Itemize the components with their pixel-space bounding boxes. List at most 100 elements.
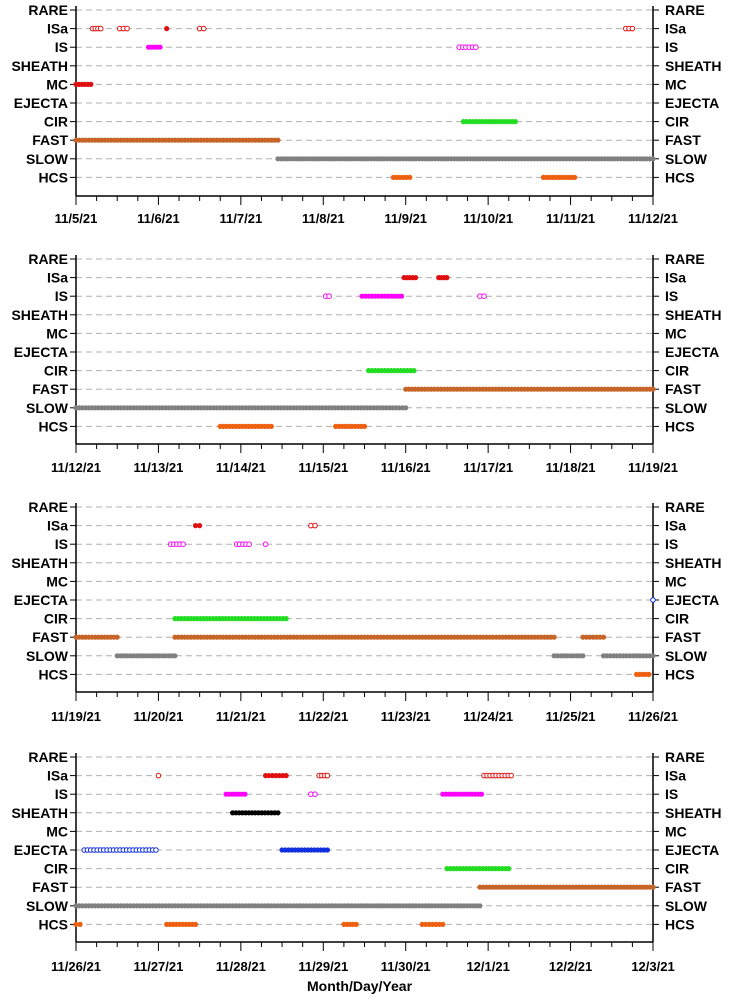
marker-fast — [551, 634, 557, 640]
x-tick-label: 11/20/21 — [133, 709, 183, 724]
marker-is — [398, 293, 405, 299]
x-tick-label: 11/27/21 — [133, 959, 183, 974]
x-tick-label: 11/29/21 — [298, 959, 348, 974]
marker-hcs — [353, 921, 359, 928]
y-label-right-is: IS — [665, 786, 678, 802]
x-tick-label: 12/3/21 — [631, 959, 674, 974]
marker-slow — [580, 653, 586, 659]
y-label-right-ejecta: EJECTA — [665, 842, 719, 858]
marker-slow — [403, 405, 409, 411]
y-label-right-fast: FAST — [665, 629, 701, 645]
y-label-left-fast: FAST — [32, 879, 68, 895]
y-label-right-cir: CIR — [665, 611, 689, 627]
y-label-right-isa: ISa — [665, 270, 686, 286]
y-label-right-sheath: SHEATH — [665, 805, 722, 821]
marker-cir — [512, 118, 518, 125]
y-label-left-cir: CIR — [44, 363, 68, 379]
x-tick-label: 11/24/21 — [463, 709, 513, 724]
x-tick-label: 11/28/21 — [216, 959, 266, 974]
y-label-right-rare: RARE — [665, 749, 705, 765]
marker-isa — [324, 772, 331, 779]
panel-1: RARE RARE ISa ISa IS IS SHEATH SHEATH MC MC EJECTA… — [11, 2, 721, 226]
y-label-left-is: IS — [55, 39, 68, 55]
marker-isa — [444, 275, 450, 281]
marker-mc — [88, 81, 94, 87]
y-label-left-cir: CIR — [44, 861, 68, 877]
y-label-right-hcs: HCS — [665, 418, 695, 434]
marker-isa — [629, 25, 636, 32]
x-tick-label: 12/1/21 — [466, 959, 509, 974]
y-label-left-mc: MC — [46, 823, 68, 839]
x-axis-title: Month/Day/Year — [307, 978, 413, 994]
marker-sheath — [275, 810, 281, 816]
y-label-right-slow: SLOW — [665, 898, 708, 914]
marker-isa — [164, 26, 170, 32]
y-label-left-hcs: HCS — [38, 916, 68, 932]
marker-fast — [650, 386, 656, 392]
y-label-left-sheath: SHEATH — [11, 307, 68, 323]
y-label-left-mc: MC — [46, 325, 68, 341]
marker-isa — [200, 25, 207, 32]
marker-hcs — [407, 174, 413, 180]
panel-4: RARE RARE ISa ISa IS IS SHEATH SHEATH MC MC EJECTA… — [11, 749, 721, 974]
marker-isa — [413, 275, 419, 281]
y-label-right-rare: RARE — [665, 499, 705, 515]
marker-is — [180, 541, 186, 548]
x-tick-label: 11/7/21 — [220, 211, 263, 226]
y-label-right-isa: ISa — [665, 21, 686, 37]
marker-is — [481, 293, 487, 300]
x-tick-label: 11/18/21 — [546, 460, 596, 475]
y-label-right-sheath: SHEATH — [665, 555, 722, 571]
y-label-left-cir: CIR — [44, 611, 68, 627]
y-label-left-rare: RARE — [28, 749, 68, 765]
y-label-left-is: IS — [55, 288, 68, 304]
marker-hcs — [440, 921, 446, 928]
y-label-left-sheath: SHEATH — [11, 805, 68, 821]
marker-is — [242, 791, 248, 797]
y-label-right-isa: ISa — [665, 518, 686, 534]
y-label-right-hcs: HCS — [665, 916, 695, 932]
marker-fast — [650, 884, 656, 890]
y-label-left-hcs: HCS — [38, 666, 68, 682]
y-label-left-isa: ISa — [47, 21, 68, 37]
marker-isa — [124, 25, 130, 32]
x-tick-label: 11/13/21 — [133, 460, 183, 475]
y-label-left-slow: SLOW — [26, 400, 69, 416]
x-tick-label: 11/15/21 — [298, 460, 348, 475]
x-tick-label: 11/9/21 — [384, 211, 427, 226]
y-label-right-fast: FAST — [665, 381, 701, 397]
y-label-right-fast: FAST — [665, 879, 701, 895]
y-label-left-isa: ISa — [47, 270, 68, 286]
y-label-right-slow: SLOW — [665, 648, 708, 664]
marker-is — [262, 541, 269, 548]
marker-isa — [508, 772, 515, 779]
marker-hcs — [77, 921, 83, 928]
marker-is — [472, 44, 479, 51]
y-label-right-sheath: SHEATH — [665, 307, 722, 323]
y-label-left-slow: SLOW — [26, 648, 69, 664]
marker-is — [157, 44, 163, 50]
marker-hcs — [646, 671, 652, 678]
y-label-left-isa: ISa — [47, 518, 68, 534]
y-label-right-is: IS — [665, 39, 678, 55]
y-label-left-fast: FAST — [32, 381, 68, 397]
y-label-right-sheath: SHEATH — [665, 58, 722, 74]
y-label-left-slow: SLOW — [26, 151, 69, 167]
marker-isa — [97, 25, 104, 32]
y-label-right-mc: MC — [665, 823, 687, 839]
x-tick-label: 11/19/21 — [628, 460, 678, 475]
y-label-left-is: IS — [55, 536, 68, 552]
marker-cir — [411, 368, 417, 374]
x-tick-label: 11/8/21 — [302, 211, 345, 226]
x-tick-label: 11/23/21 — [381, 709, 431, 724]
x-tick-label: 11/30/21 — [381, 959, 431, 974]
marker-hcs — [192, 921, 199, 928]
marker-hcs — [361, 423, 368, 430]
marker-ejecta — [650, 597, 656, 603]
marker-slow — [477, 903, 483, 909]
y-label-right-ejecta: EJECTA — [665, 95, 719, 111]
y-label-left-fast: FAST — [32, 629, 68, 645]
y-label-right-mc: MC — [665, 325, 687, 341]
x-tick-label: 11/26/21 — [628, 709, 678, 724]
marker-slow — [172, 653, 178, 659]
